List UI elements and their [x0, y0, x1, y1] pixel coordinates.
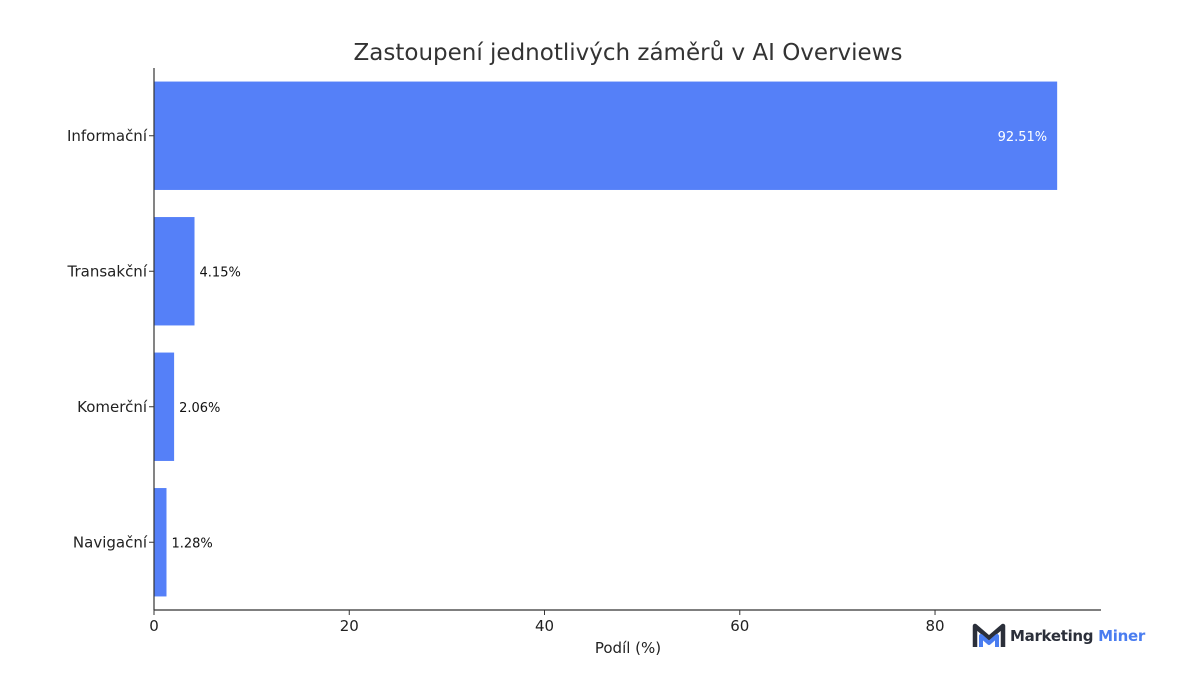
data-label-3: 1.28% — [171, 536, 212, 551]
chart-title: Zastoupení jednotlivých záměrů v AI Over… — [354, 39, 903, 66]
bar-3 — [154, 488, 167, 597]
x-tick-label-3: 60 — [730, 617, 749, 635]
bar-1 — [154, 217, 195, 326]
x-tick-label-4: 80 — [925, 617, 944, 635]
x-axis-label: Podíl (%) — [595, 639, 661, 657]
data-label-0: 92.51% — [998, 130, 1048, 145]
marketing-miner-logo: Marketing Miner — [972, 622, 1145, 650]
y-tick-label-1: Transakční — [67, 262, 148, 280]
data-label-2: 2.06% — [179, 401, 220, 416]
logo-word-marketing: Marketing — [1010, 627, 1094, 645]
marketing-miner-logo-icon — [972, 623, 1006, 647]
y-tick-label-3: Navigační — [73, 533, 148, 551]
bar-0 — [154, 81, 1058, 190]
y-tick-label-0: Informační — [67, 127, 148, 145]
x-tick-label-2: 40 — [535, 617, 554, 635]
y-tick-label-2: Komerční — [77, 398, 148, 416]
logo-word-miner: Miner — [1098, 627, 1145, 645]
x-tick-label-0: 0 — [149, 617, 159, 635]
bar-2 — [154, 352, 175, 461]
data-label-1: 4.15% — [200, 265, 241, 280]
x-tick-label-1: 20 — [340, 617, 359, 635]
